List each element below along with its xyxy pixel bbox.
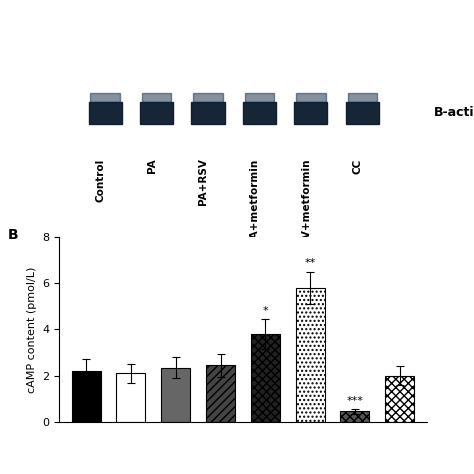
Text: CC: CC [352,158,362,174]
Text: PA: PA [146,158,156,173]
Bar [347,93,377,101]
Text: PA+metformin: PA+metformin [249,158,259,244]
Bar [385,376,414,422]
Text: B: B [8,228,18,242]
Bar [89,101,122,124]
Text: *: * [263,306,268,316]
Text: Control: Control [95,158,105,202]
Bar [191,101,225,124]
Text: PA+RSV+metformin: PA+RSV+metformin [301,158,311,276]
Bar [161,367,190,422]
Bar [294,101,328,124]
Bar [91,93,120,101]
Bar [346,101,379,124]
Bar [296,93,326,101]
Bar [117,374,146,422]
Bar [72,371,100,422]
Bar [296,288,325,422]
Text: PA+RSV: PA+RSV [198,158,208,205]
Bar [243,101,276,124]
Bar [245,93,274,101]
Bar [142,93,171,101]
Y-axis label: cAMP content (pmol/L): cAMP content (pmol/L) [27,266,37,392]
Text: B-actin: B-actin [434,106,474,119]
Bar [206,365,235,422]
Text: ***: *** [346,396,364,406]
Bar [140,101,173,124]
Bar [340,411,369,422]
Bar [193,93,223,101]
Bar [251,334,280,422]
Text: **: ** [304,258,316,268]
